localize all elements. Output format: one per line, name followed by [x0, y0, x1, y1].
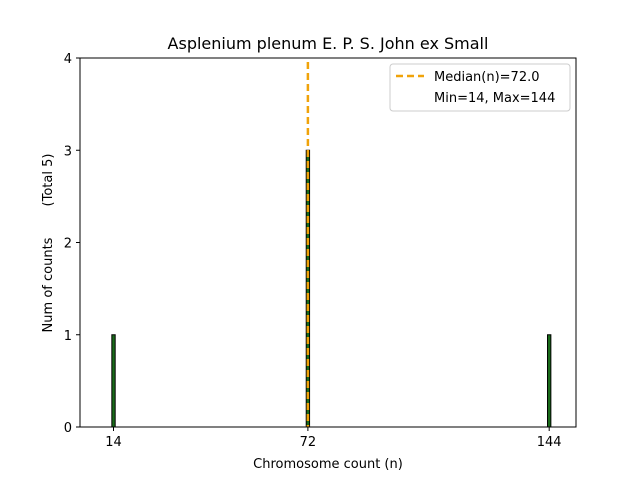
bar-14 — [111, 334, 116, 428]
y-tick-label-2: 2 — [64, 237, 72, 252]
legend-range-label: Min=14, Max=144 — [434, 91, 555, 106]
legend-box — [389, 63, 571, 112]
bars-group — [111, 149, 552, 428]
y-axis-label: Num of counts — [41, 237, 56, 332]
y-axis-ticks: 0 1 2 3 4 — [64, 52, 80, 436]
x-tick-label-14: 14 — [105, 435, 122, 450]
y-tick-label-1: 1 — [64, 329, 72, 344]
legend-median-label: Median(n)=72.0 — [434, 70, 540, 85]
legend: Median(n)=72.0 Min=14, Max=144 — [389, 63, 571, 112]
x-axis-ticks: 14 72 144 — [105, 427, 562, 450]
x-axis-label: Chromosome count (n) — [253, 457, 403, 472]
bar-144 — [547, 334, 552, 428]
y-tick-label-4: 4 — [64, 52, 72, 67]
chart-title: Asplenium plenum E. P. S. John ex Small — [168, 34, 489, 53]
y-tick-label-3: 3 — [64, 144, 72, 159]
x-tick-label-72: 72 — [300, 435, 317, 450]
x-tick-label-144: 144 — [537, 435, 562, 450]
y-tick-label-0: 0 — [64, 421, 72, 436]
plot-frame — [79, 57, 577, 428]
y-axis-total-note: (Total 5) — [41, 154, 56, 207]
